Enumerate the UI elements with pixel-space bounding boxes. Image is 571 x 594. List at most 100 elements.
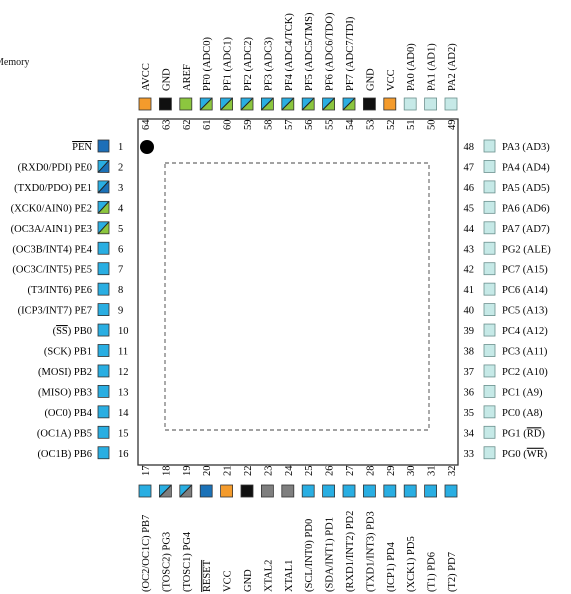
pin-box-5 <box>97 221 110 235</box>
pin-box-38 <box>483 344 496 357</box>
pin-label-15: (OC1A) PB5 <box>37 428 92 439</box>
pin-box-27 <box>342 484 356 498</box>
pin-number-63: 63 <box>161 120 172 131</box>
pin-box-28 <box>362 484 376 498</box>
pin-box-29 <box>383 484 397 498</box>
pin-box-19 <box>179 484 193 498</box>
pin-number-19: 19 <box>182 466 193 477</box>
pin-number-35: 35 <box>464 408 475 419</box>
pin-label-56: PF5 (ADC5/TMS) <box>304 12 315 91</box>
pin-box-50 <box>424 97 438 111</box>
pin-label-18: (TOSC2) PG3 <box>161 532 172 592</box>
pin-box-35 <box>483 405 496 419</box>
pin-label-55: PF6 (ADC6/TDO) <box>325 12 336 91</box>
pin-label-29: (ICP1) PD4 <box>386 541 397 592</box>
pin-number-12: 12 <box>118 367 129 378</box>
pin-number-54: 54 <box>345 119 356 130</box>
pin-number-59: 59 <box>243 120 254 131</box>
pin-box-4 <box>97 200 110 214</box>
pin-label-41: PC6 (A14) <box>502 285 548 296</box>
pin-number-1: 1 <box>118 142 123 153</box>
pin-number-5: 5 <box>118 224 123 235</box>
pin-label-45: PA6 (AD6) <box>502 203 550 214</box>
pin-number-18: 18 <box>161 466 172 477</box>
pin-box-62 <box>179 97 193 111</box>
pin-number-41: 41 <box>464 285 475 296</box>
pin-number-61: 61 <box>202 120 213 131</box>
pin-number-26: 26 <box>325 466 336 477</box>
pin-label-19: (TOSC1) PG4 <box>182 531 193 592</box>
pin-number-6: 6 <box>118 244 123 255</box>
pin-box-46 <box>483 180 496 194</box>
pin-box-15 <box>97 425 110 439</box>
pin-label-57: PF4 (ADC4/TCK) <box>284 13 295 91</box>
pin-number-36: 36 <box>464 387 475 398</box>
pin-label-47: PA4 (AD4) <box>502 162 550 173</box>
pin-box-25 <box>301 484 315 498</box>
pin-box-23 <box>260 484 274 498</box>
pin-label-61: PF0 (ADC0) <box>202 37 213 91</box>
pin-box-37 <box>483 364 496 378</box>
pin-number-57: 57 <box>284 120 295 131</box>
pin-label-13: (MISO) PB3 <box>38 387 92 398</box>
pin-box-32 <box>444 484 458 498</box>
pin-number-50: 50 <box>427 120 438 131</box>
pin-number-24: 24 <box>284 465 295 476</box>
pin-box-17 <box>138 484 152 498</box>
pin-label-44: PA7 (AD7) <box>502 224 550 235</box>
pin-number-42: 42 <box>464 265 475 276</box>
pin-box-42 <box>483 262 496 276</box>
pin-number-53: 53 <box>365 120 376 131</box>
pin-box-33 <box>483 446 496 460</box>
pin-box-12 <box>97 364 110 378</box>
pin-label-16: (OC1B) PB6 <box>37 449 92 460</box>
pin-number-22: 22 <box>243 466 254 477</box>
pin-box-30 <box>403 484 417 498</box>
pin-label-7: (OC3C/INT5) PE5 <box>12 265 92 276</box>
pin-box-55 <box>322 97 336 111</box>
pin-label-2: (RXD0/PDI) PE0 <box>18 162 92 173</box>
pin1-marker-dot <box>140 140 154 154</box>
pin-label-50: PA1 (AD1) <box>427 43 438 91</box>
pin-box-59 <box>240 97 254 111</box>
pin-number-21: 21 <box>223 466 234 477</box>
pin-label-11: (SCK) PB1 <box>44 347 92 358</box>
pin-box-3 <box>97 180 110 194</box>
pin-label-17: (OC2/OC1C) PB7 <box>141 515 152 592</box>
pin-box-13 <box>97 384 110 398</box>
pin-number-45: 45 <box>464 203 475 214</box>
pin-label-3: (TXD0/PDO) PE1 <box>14 183 92 194</box>
pin-box-58 <box>260 97 274 111</box>
pin-box-53 <box>362 97 376 111</box>
pin-label-25: (SCL/INT0) PD0 <box>304 519 315 592</box>
pin-box-61 <box>199 97 213 111</box>
pin-label-27: (RXD1/INT2) PD2 <box>345 511 356 592</box>
pin-box-1 <box>97 139 110 153</box>
pin-number-2: 2 <box>118 162 123 173</box>
pin-label-20: RESET <box>202 559 213 592</box>
pin-box-34 <box>483 425 496 439</box>
pin-box-7 <box>97 262 110 276</box>
pin-number-27: 27 <box>345 466 356 477</box>
pin-box-22 <box>240 484 254 498</box>
pin-number-13: 13 <box>118 387 129 398</box>
pin-label-10: (SS) PB0 <box>53 326 92 337</box>
pin-label-60: PF1 (ADC1) <box>223 37 234 91</box>
pin-label-37: PC2 (A10) <box>502 367 548 378</box>
pin-box-51 <box>403 97 417 111</box>
pin-box-41 <box>483 282 496 296</box>
pin-label-4: (XCK0/AIN0) PE2 <box>11 203 92 214</box>
pin-label-53: GND <box>365 68 376 91</box>
pin-box-43 <box>483 241 496 255</box>
pin-number-55: 55 <box>325 120 336 131</box>
pin-box-26 <box>322 484 336 498</box>
pin-label-35: PC0 (A8) <box>502 408 543 419</box>
pin-box-52 <box>383 97 397 111</box>
pin-label-40: PC5 (A13) <box>502 306 548 317</box>
pin-number-10: 10 <box>118 326 129 337</box>
pin-label-12: (MOSI) PB2 <box>38 367 92 378</box>
pin-box-49 <box>444 97 458 111</box>
pin-number-48: 48 <box>464 142 475 153</box>
legend-entry-2: Memory <box>0 57 30 68</box>
pin-label-24: XTAL1 <box>284 560 295 592</box>
